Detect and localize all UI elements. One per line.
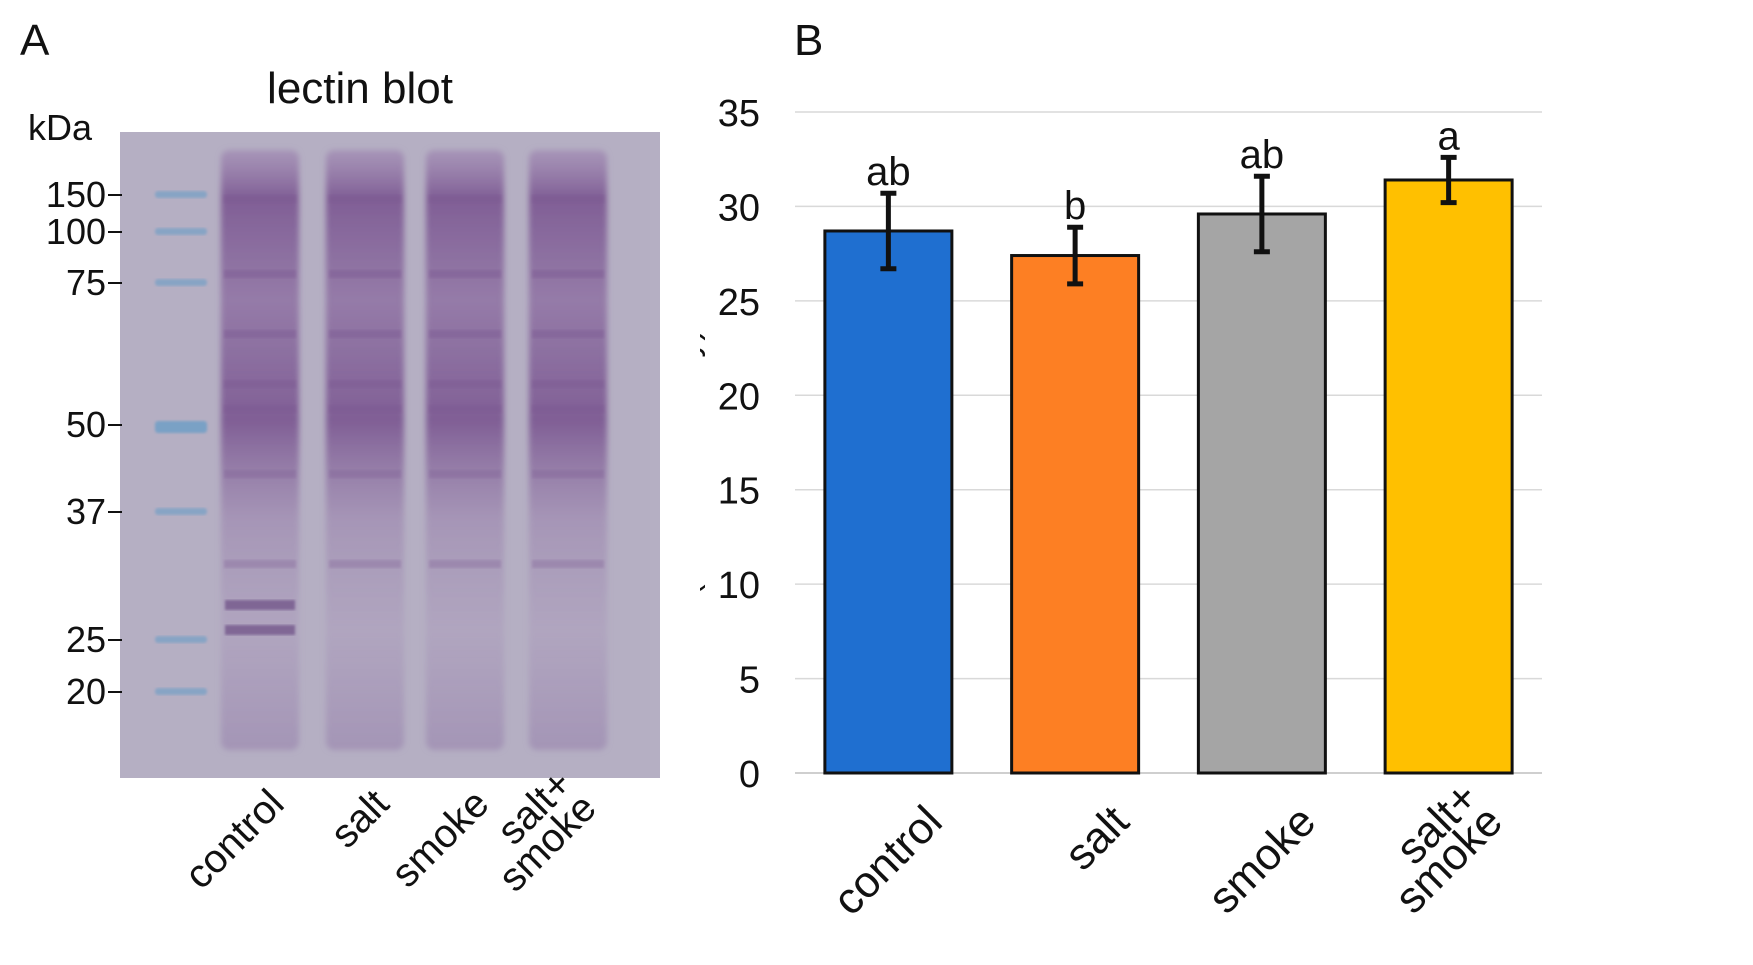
kda-marker-label: 20 bbox=[66, 671, 106, 712]
panel-b: B 0 5 10 15 20 25 30 35 ab b ab a control salt smoke… bbox=[628, 0, 1753, 960]
y-tick-label: 35 bbox=[718, 93, 760, 135]
error-bar bbox=[880, 190, 897, 272]
y-tick-label: 30 bbox=[718, 187, 760, 229]
ladder-band bbox=[155, 688, 207, 695]
blot-title: lectin blot bbox=[267, 64, 453, 113]
kda-marker-label: 150 bbox=[46, 174, 106, 215]
error-bar bbox=[1067, 224, 1084, 287]
ladder-band bbox=[155, 191, 207, 198]
y-tick-label: 0 bbox=[739, 754, 760, 796]
lane-label: control bbox=[176, 781, 292, 897]
error-bar bbox=[1440, 154, 1457, 206]
significance-label: a bbox=[1438, 114, 1461, 158]
y-tick-label: 5 bbox=[739, 660, 760, 702]
blot-lane bbox=[426, 150, 504, 750]
bar bbox=[1196, 212, 1327, 775]
significance-label: b bbox=[1064, 184, 1086, 228]
error-bar bbox=[1253, 173, 1270, 255]
lane-label: salt bbox=[322, 781, 397, 856]
blot-lane bbox=[221, 150, 299, 750]
significance-label: ab bbox=[1240, 133, 1285, 177]
y-tick-label: 15 bbox=[718, 471, 760, 513]
x-category-label: salt+smoke bbox=[1362, 773, 1512, 923]
ladder-band bbox=[155, 421, 207, 433]
ladder-band bbox=[155, 228, 207, 235]
significance-label: ab bbox=[866, 150, 911, 194]
x-category-label: control bbox=[824, 797, 952, 925]
x-category-label: smoke bbox=[1199, 797, 1325, 923]
bar bbox=[1010, 254, 1141, 775]
y-tick-label: 20 bbox=[718, 376, 760, 418]
x-category-label: salt bbox=[1055, 797, 1138, 880]
bar bbox=[823, 229, 954, 775]
y-tick-label: 25 bbox=[718, 282, 760, 324]
blot-lane bbox=[529, 150, 607, 750]
kda-marker-label: 100 bbox=[46, 211, 106, 252]
ladder-band bbox=[155, 279, 207, 286]
ladder-band bbox=[155, 636, 207, 643]
glycoprotein-bar-chart: 0 5 10 15 20 25 30 35 ab b ab a control salt smoke sa… bbox=[628, 93, 1542, 925]
bar bbox=[1383, 178, 1514, 775]
kda-marker-label: 50 bbox=[66, 404, 106, 445]
kda-marker-label: 25 bbox=[66, 619, 106, 660]
kda-unit-label: kDa bbox=[28, 107, 93, 148]
panel-a: A lectin blot kDa 150 100 75 50 37 25 20 contr… bbox=[0, 0, 700, 960]
blot-lane bbox=[326, 150, 404, 750]
kda-marker-label: 75 bbox=[66, 262, 106, 303]
panel-b-label: B bbox=[794, 16, 824, 65]
kda-marker-label: 37 bbox=[66, 491, 106, 532]
panel-a-label: A bbox=[20, 16, 50, 65]
lane-label: salt+smoke bbox=[466, 762, 604, 900]
y-axis-title: Glycoproteins(relative intensity) bbox=[700, 329, 706, 595]
y-tick-label: 10 bbox=[718, 565, 760, 607]
lane-label: smoke bbox=[383, 781, 497, 895]
ladder-band bbox=[155, 508, 207, 515]
